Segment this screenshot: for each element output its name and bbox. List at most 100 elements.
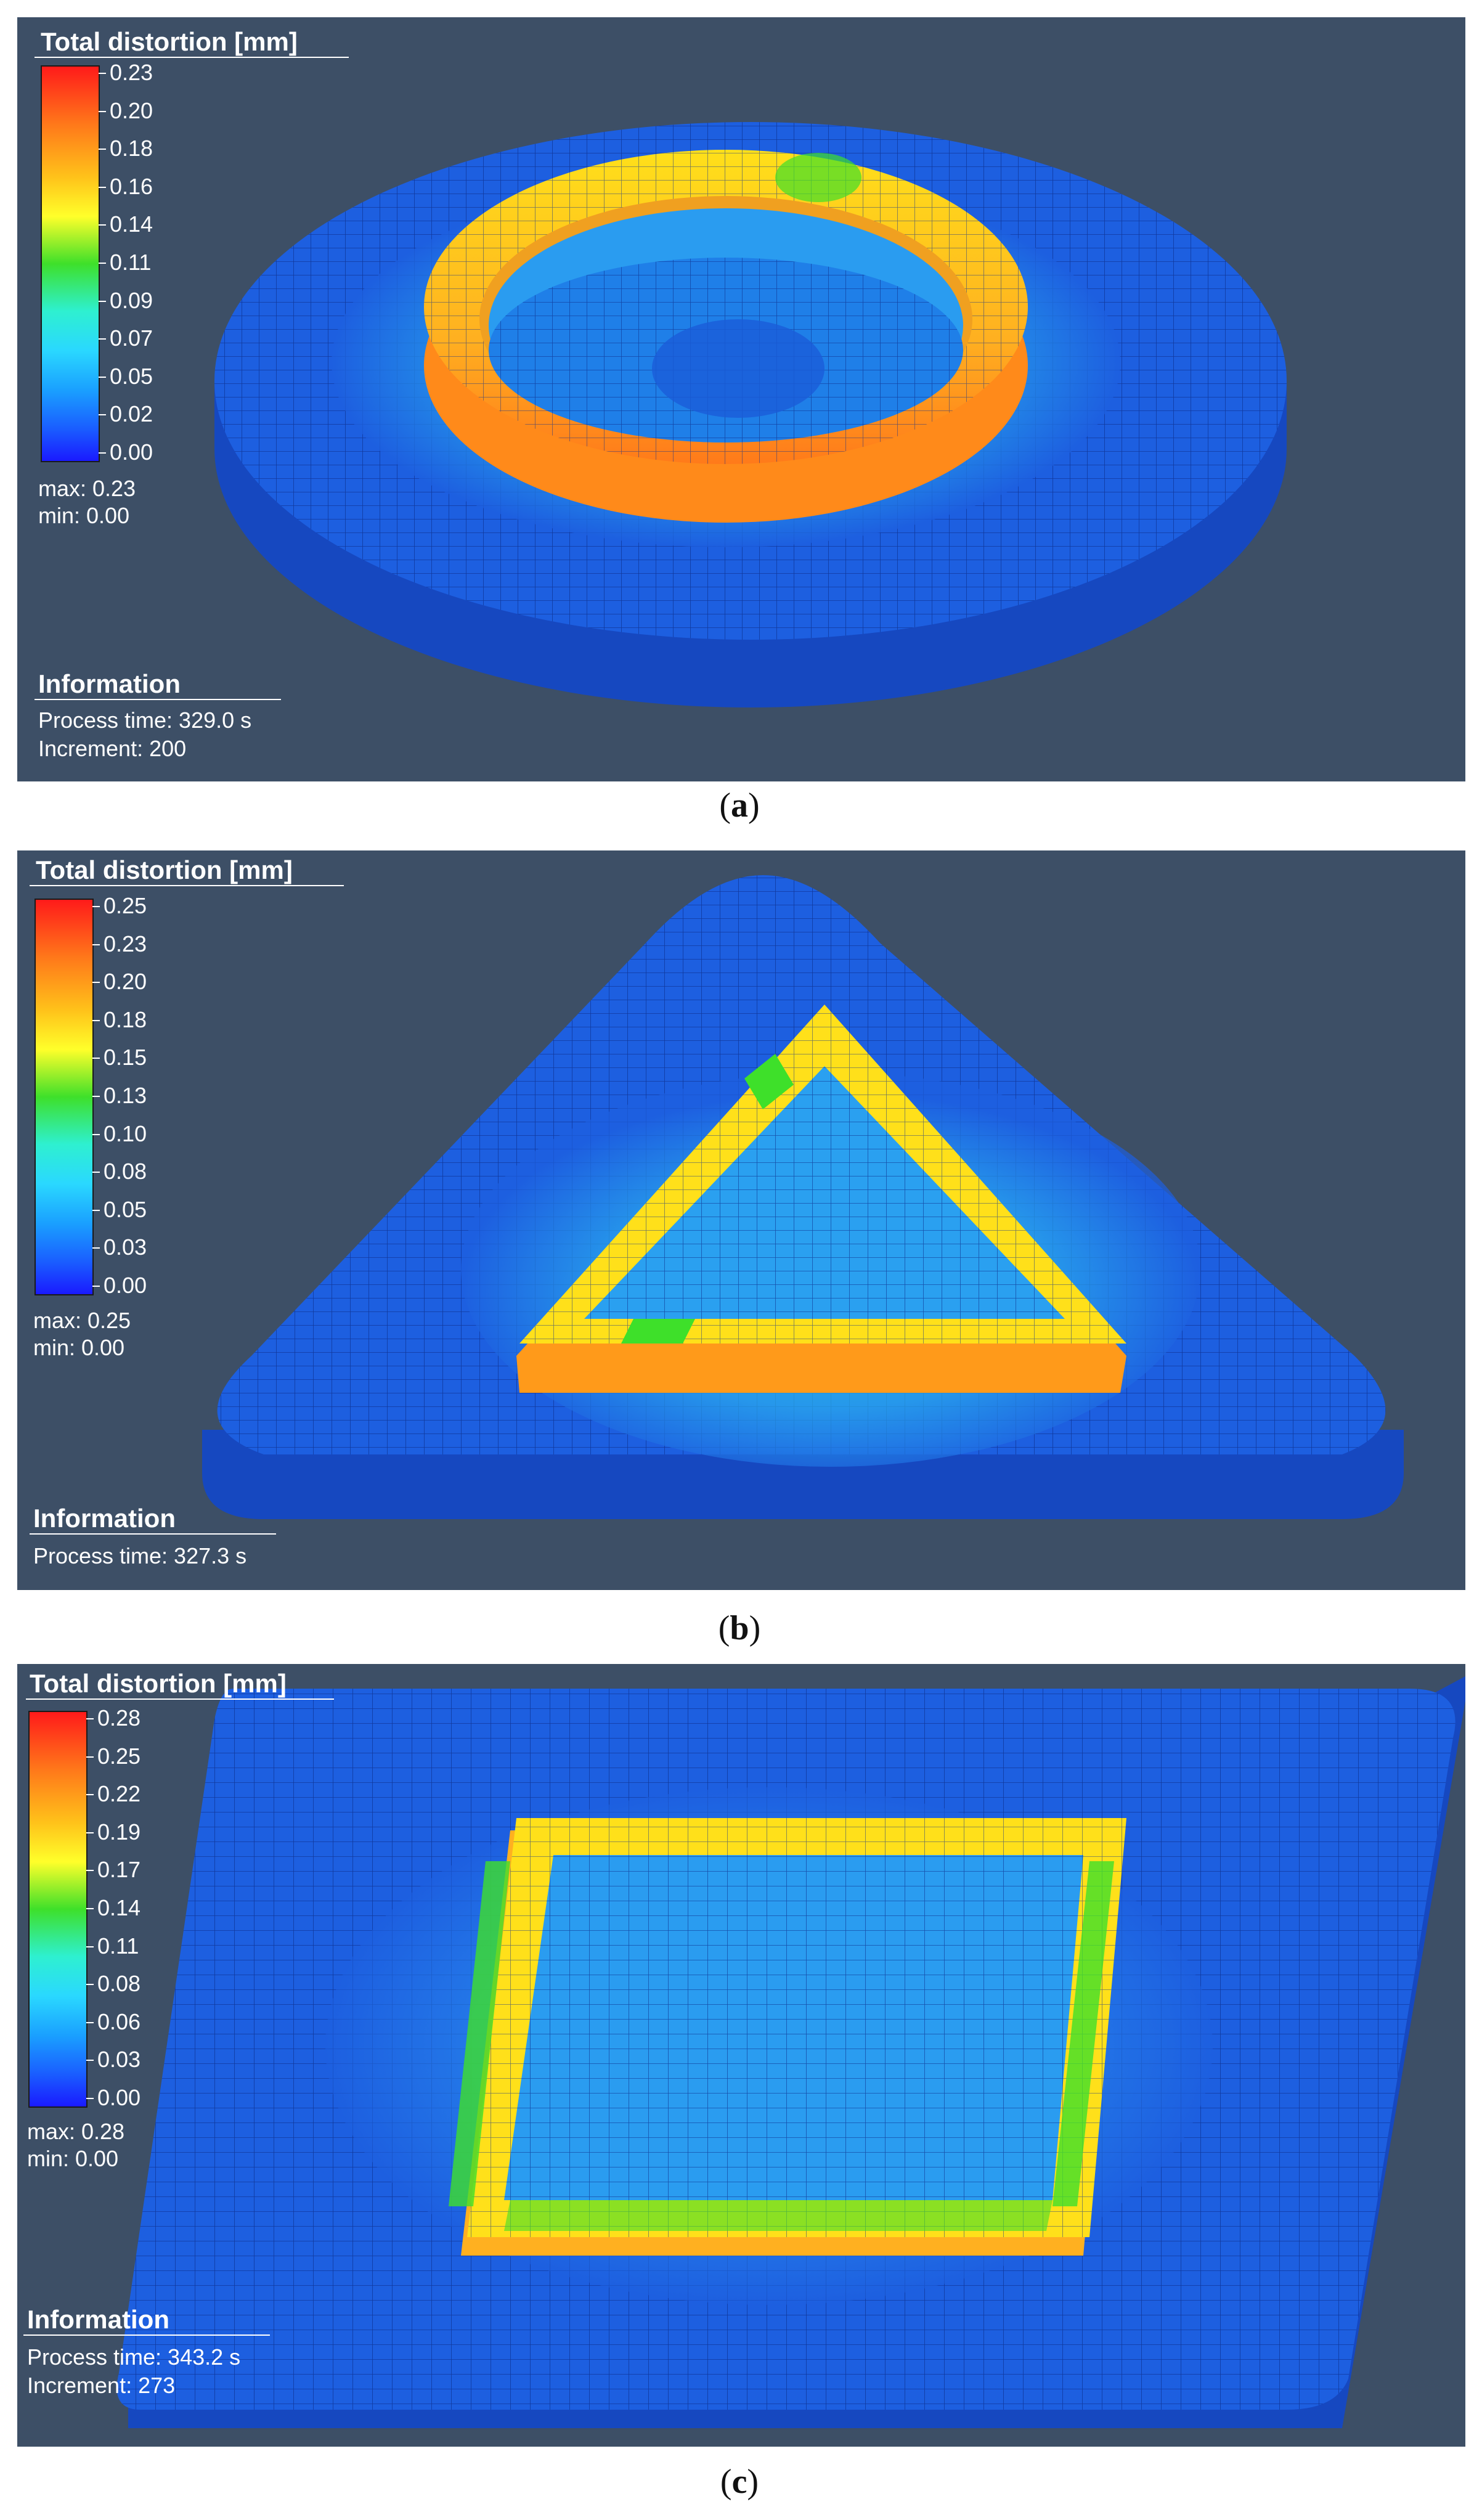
scale-tick-label: 0.18 xyxy=(110,136,153,161)
scale-tick-mark xyxy=(92,1019,100,1021)
process-time: Process time: 343.2 s xyxy=(27,2344,241,2370)
process-time: Process time: 327.3 s xyxy=(33,1543,247,1568)
information-underline xyxy=(35,699,281,700)
max-value: max: 0.28 xyxy=(27,2119,125,2144)
scale-tick-label: 0.20 xyxy=(104,969,147,995)
scale-tick-mark xyxy=(92,1286,100,1287)
scale-tick-mark xyxy=(86,1984,94,1986)
scale-tick-mark xyxy=(92,982,100,984)
simulation-view-a: Total distortion [mm] 0.23 0.20 0.18 0.16 0.… xyxy=(17,17,1465,781)
scale-tick-mark xyxy=(86,1908,94,1909)
scale-tick-label: 0.25 xyxy=(104,893,147,918)
scale-tick-mark xyxy=(92,1133,100,1135)
legend-title: Total distortion [mm] xyxy=(30,1669,287,1698)
scale-tick-label: 0.02 xyxy=(110,401,153,427)
scale-tick-mark xyxy=(86,1756,94,1758)
color-scale-bar xyxy=(35,899,94,1295)
color-scale-bar xyxy=(28,1711,88,2108)
scale-tick-mark xyxy=(99,149,106,150)
scale-tick-mark xyxy=(92,1096,100,1097)
scale-tick-label: 0.03 xyxy=(104,1234,147,1260)
scale-tick-label: 0.15 xyxy=(104,1045,147,1070)
scale-tick-label: 0.08 xyxy=(104,1159,147,1185)
scale-tick-mark xyxy=(99,338,106,340)
scale-tick-label: 0.00 xyxy=(97,2085,141,2110)
scale-tick-mark xyxy=(99,224,106,226)
scale-tick-mark xyxy=(92,1209,100,1211)
scale-tick-label: 0.05 xyxy=(110,363,153,389)
scale-tick-mark xyxy=(92,906,100,907)
scale-tick-label: 0.14 xyxy=(110,211,153,237)
scale-tick-label: 0.18 xyxy=(104,1006,147,1032)
simulation-view-c: Total distortion [mm] 0.28 0.25 0.22 0.19 0.… xyxy=(17,1664,1465,2447)
legend-title: Total distortion [mm] xyxy=(36,855,293,884)
scale-tick-mark xyxy=(99,300,106,302)
scale-tick-label: 0.16 xyxy=(110,173,153,199)
square-plate-model xyxy=(116,1676,1465,2428)
increment: Increment: 200 xyxy=(38,736,187,761)
scale-tick-label: 0.14 xyxy=(97,1895,141,1920)
legend-title-underline xyxy=(35,57,349,58)
caption-b: (b) xyxy=(718,1609,761,1647)
scale-tick-label: 0.09 xyxy=(110,287,153,313)
scale-tick-label: 0.23 xyxy=(104,931,147,956)
scale-tick-mark xyxy=(86,2060,94,2061)
scale-tick-label: 0.17 xyxy=(97,1857,141,1883)
scale-tick-mark xyxy=(92,1058,100,1059)
scale-tick-mark xyxy=(86,1794,94,1796)
scale-tick-label: 0.07 xyxy=(110,325,153,351)
scale-tick-label: 0.11 xyxy=(110,250,152,275)
scale-tick-mark xyxy=(86,1946,94,1947)
scale-tick-label: 0.28 xyxy=(97,1705,141,1731)
scale-tick-mark xyxy=(86,1718,94,1719)
scale-tick-label: 0.13 xyxy=(104,1083,147,1108)
scale-tick-label: 0.20 xyxy=(110,97,153,123)
scale-tick-mark xyxy=(99,73,106,74)
scale-tick-mark xyxy=(92,1247,100,1249)
legend-title-underline xyxy=(26,1698,334,1700)
caption-c: (c) xyxy=(720,2463,759,2501)
scale-tick-mark xyxy=(99,414,106,416)
scale-tick-label: 0.06 xyxy=(97,2008,141,2034)
color-scale-bar xyxy=(41,65,100,462)
information-underline xyxy=(30,1533,276,1535)
triangular-plate-model xyxy=(202,875,1404,1519)
scale-tick-mark xyxy=(86,1832,94,1833)
scale-tick-mark xyxy=(92,944,100,945)
scale-tick-label: 0.10 xyxy=(104,1120,147,1146)
min-value: min: 0.00 xyxy=(33,1335,125,1360)
information-heading: Information xyxy=(33,1504,176,1533)
scale-tick-mark xyxy=(99,110,106,112)
scale-tick-label: 0.00 xyxy=(110,439,153,465)
scale-tick-mark xyxy=(99,376,106,378)
scale-tick-label: 0.23 xyxy=(110,60,153,85)
scale-tick-mark xyxy=(86,2098,94,2099)
scale-tick-label: 0.00 xyxy=(104,1273,147,1298)
scale-tick-mark xyxy=(99,263,106,264)
information-heading: Information xyxy=(38,669,181,698)
process-time: Process time: 329.0 s xyxy=(38,707,252,733)
increment: Increment: 273 xyxy=(27,2373,176,2398)
information-heading: Information xyxy=(27,2305,169,2334)
scale-tick-label: 0.25 xyxy=(97,1743,141,1769)
simulation-view-b: Total distortion [mm] 0.25 0.23 0.20 0.18 0.… xyxy=(17,850,1465,1590)
max-value: max: 0.25 xyxy=(33,1308,131,1333)
caption-a: (a) xyxy=(719,786,760,825)
scale-tick-label: 0.03 xyxy=(97,2047,141,2073)
legend-title: Total distortion [mm] xyxy=(41,27,298,56)
legend-title-underline xyxy=(30,885,344,886)
scale-tick-mark xyxy=(86,1870,94,1872)
information-underline xyxy=(23,2334,270,2336)
scale-tick-mark xyxy=(92,1172,100,1173)
scale-tick-label: 0.22 xyxy=(97,1781,141,1807)
min-value: min: 0.00 xyxy=(27,2146,119,2171)
scale-tick-mark xyxy=(86,2021,94,2023)
scale-tick-mark xyxy=(99,452,106,454)
min-value: min: 0.00 xyxy=(38,503,130,528)
scale-tick-label: 0.11 xyxy=(97,1933,139,1959)
circular-plate-model xyxy=(214,122,1287,707)
scale-tick-mark xyxy=(99,186,106,188)
max-value: max: 0.23 xyxy=(38,476,136,501)
scale-tick-label: 0.05 xyxy=(104,1196,147,1222)
scale-tick-label: 0.08 xyxy=(97,1971,141,1997)
